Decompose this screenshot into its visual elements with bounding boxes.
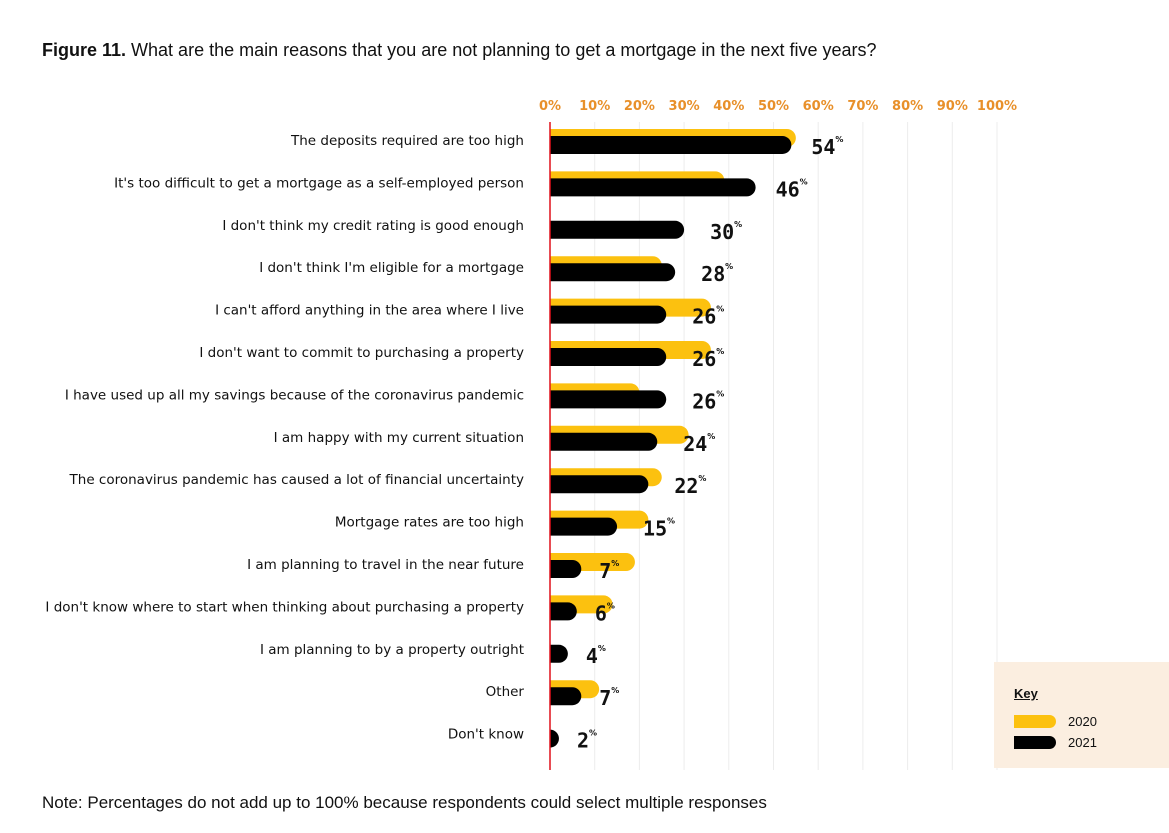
category-label: I am planning to by a property outright [260,642,524,658]
data-label: 46 [776,177,800,201]
data-label-unit: % [725,262,733,271]
category-label: The coronavirus pandemic has caused a lo… [69,472,524,488]
bar-2021 [550,644,568,663]
figure-number: Figure 11. [42,40,127,60]
x-tick-label: 60% [803,99,834,114]
category-label: I don't know where to start when thinkin… [45,599,524,615]
bar-2021 [550,687,582,706]
x-tick-label: 80% [892,99,923,114]
data-label: 15 [643,517,667,541]
x-tick-label: 40% [713,99,744,114]
category-label: I am planning to travel in the near futu… [247,557,524,573]
data-label-unit: % [607,601,615,610]
data-label: 30 [710,220,734,244]
bar-2021 [550,475,649,494]
legend: Key 2020 2021 [994,662,1169,768]
bar-2021 [550,517,618,536]
legend-title: Key [1014,686,1038,701]
bar-2021 [550,432,658,451]
data-label: 26 [692,305,716,329]
x-tick-label: 100% [977,99,1017,114]
data-label: 7 [599,559,611,583]
bar-2021 [550,390,667,409]
data-label: 54 [811,135,835,159]
category-label: I don't think I'm eligible for a mortgag… [259,260,524,276]
x-tick-label: 70% [847,99,878,114]
data-label-unit: % [611,686,619,695]
bar-2021 [550,178,756,197]
legend-label-2021: 2021 [1068,735,1097,750]
data-label-unit: % [716,389,724,398]
data-label: 26 [692,347,716,371]
bar-2021 [550,560,582,578]
data-label-unit: % [698,474,706,483]
bar-2021 [550,263,676,282]
data-label-unit: % [734,220,742,229]
category-label: Don't know [448,727,524,743]
bar-2021 [550,136,792,154]
footnote: Note: Percentages do not add up to 100% … [42,793,767,812]
category-label: I have used up all my savings because of… [65,387,524,403]
category-label: Mortgage rates are too high [335,515,524,531]
category-label: The deposits required are too high [290,133,524,149]
data-label-unit: % [589,729,597,738]
bar-2021 [550,305,667,324]
category-label: I don't think my credit rating is good e… [222,218,524,234]
bar-2021 [550,602,577,621]
category-label: Other [486,684,525,700]
data-label-unit: % [707,432,715,441]
category-label: I don't want to commit to purchasing a p… [199,345,524,361]
data-label: 6 [595,601,607,625]
bar-2021 [549,729,559,748]
data-label-unit: % [716,305,724,314]
legend-item-2021: 2021 [1014,735,1097,750]
data-label: 28 [701,262,725,286]
bar-2021 [550,220,685,239]
x-tick-label: 50% [758,99,789,114]
data-label-unit: % [598,644,606,653]
legend-swatch-2021 [1014,736,1056,749]
category-label: It's too difficult to get a mortgage as … [114,175,524,191]
data-label: 24 [683,432,707,456]
data-label: 7 [599,686,611,710]
x-tick-label: 90% [937,99,968,114]
data-label: 22 [674,474,698,498]
legend-label-2020: 2020 [1068,714,1097,729]
x-tick-label: 0% [539,99,561,114]
data-label-unit: % [611,559,619,568]
x-tick-label: 30% [669,99,700,114]
data-label-unit: % [667,517,675,526]
category-label: I am happy with my current situation [274,430,524,446]
data-label: 4 [586,644,598,668]
data-label-unit: % [835,135,843,144]
figure-question: What are the main reasons that you are n… [126,40,877,60]
figure-title: Figure 11. What are the main reasons tha… [42,40,877,61]
x-tick-label: 20% [624,99,655,114]
legend-item-2020: 2020 [1014,714,1097,729]
legend-swatch-2020 [1014,715,1056,728]
data-label: 2 [577,729,589,753]
x-tick-label: 10% [579,99,610,114]
data-label-unit: % [716,347,724,356]
category-label: I can't afford anything in the area wher… [215,303,524,319]
data-label: 26 [692,389,716,413]
bar-2021 [550,348,667,366]
data-label-unit: % [800,177,808,186]
